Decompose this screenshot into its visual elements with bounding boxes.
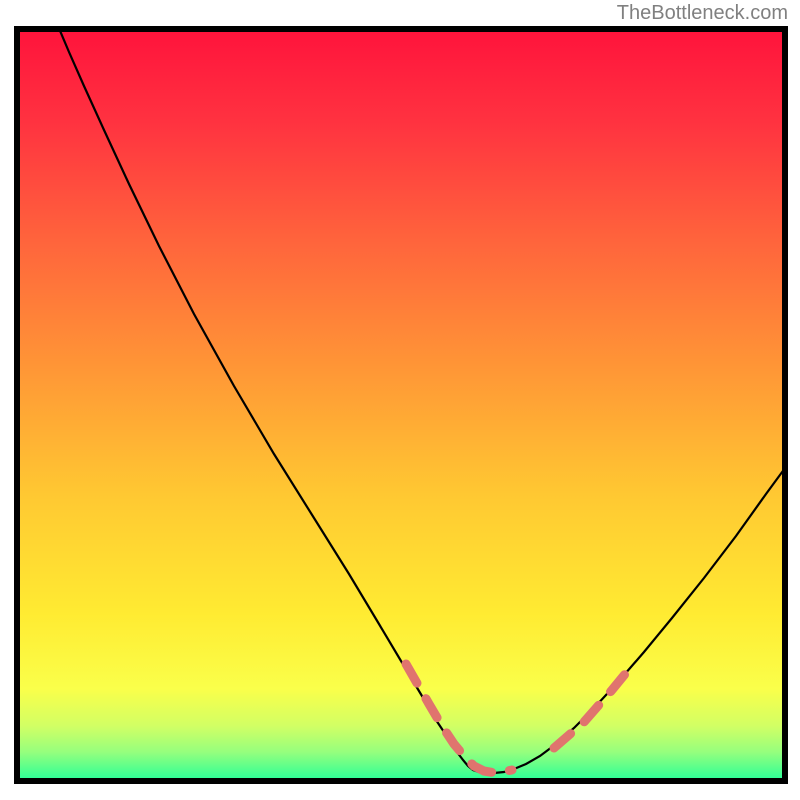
- chart-frame: TheBottleneck.com: [0, 0, 800, 800]
- plot-border: [14, 26, 788, 784]
- background-fill: [20, 32, 782, 778]
- chart-svg: [20, 32, 782, 778]
- watermark-text: TheBottleneck.com: [617, 2, 788, 25]
